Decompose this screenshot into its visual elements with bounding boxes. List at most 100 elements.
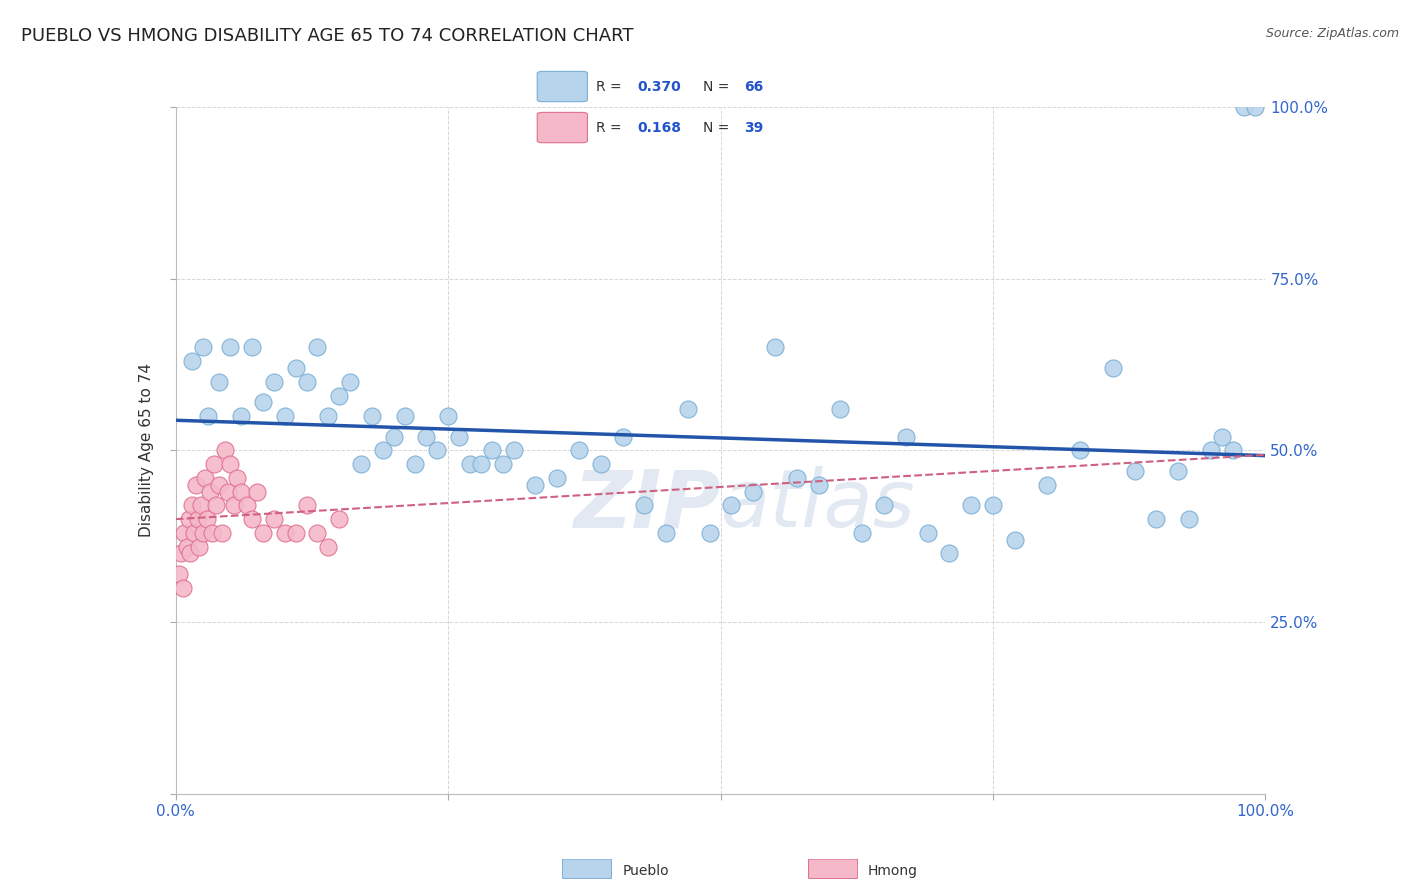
Point (181, 354, 204, 368)
Point (307, 340, 329, 354)
Point (328, 512, 350, 526)
Point (202, 457, 225, 471)
Point (197, 409, 219, 424)
Point (205, 499, 228, 513)
Point (217, 484, 239, 499)
Point (699, 525, 721, 540)
Point (350, 457, 373, 471)
Point (176, 540, 198, 554)
Text: atlas: atlas (721, 467, 915, 544)
Point (231, 484, 253, 499)
Point (873, 499, 896, 513)
Point (426, 443, 449, 458)
Point (851, 525, 873, 540)
Point (318, 409, 340, 424)
Point (458, 457, 481, 471)
Point (1102, 361, 1125, 376)
Point (225, 471, 247, 485)
Point (274, 525, 297, 540)
Point (194, 471, 217, 485)
Text: Hmong: Hmong (868, 864, 918, 879)
Point (328, 388, 350, 402)
Point (371, 443, 394, 458)
Point (284, 361, 307, 376)
Point (201, 525, 224, 540)
Point (263, 512, 285, 526)
Point (240, 340, 263, 354)
Point (502, 443, 524, 458)
Point (361, 409, 384, 424)
FancyBboxPatch shape (562, 859, 612, 879)
Y-axis label: Disability Age 65 to 74: Disability Age 65 to 74 (139, 363, 155, 538)
Text: N =: N = (703, 120, 734, 135)
Point (191, 525, 214, 540)
Point (170, 546, 193, 561)
Point (437, 409, 460, 424)
Text: 39: 39 (744, 120, 763, 135)
Point (211, 525, 233, 540)
Text: Pueblo: Pueblo (623, 864, 669, 879)
Point (1146, 512, 1168, 526)
Point (568, 443, 591, 458)
Point (1123, 464, 1146, 478)
Point (252, 395, 274, 409)
Point (981, 499, 1004, 513)
Point (240, 512, 263, 526)
Point (470, 457, 492, 471)
Point (589, 457, 612, 471)
Point (183, 525, 205, 540)
Point (246, 484, 269, 499)
Point (1222, 443, 1244, 458)
FancyBboxPatch shape (537, 71, 588, 102)
Point (181, 499, 204, 513)
Point (219, 340, 242, 354)
Point (447, 430, 470, 444)
Point (231, 409, 253, 424)
Point (786, 471, 808, 485)
Point (1233, 100, 1256, 114)
Text: 0.370: 0.370 (638, 79, 682, 94)
Point (633, 499, 655, 513)
Point (1178, 512, 1201, 526)
Point (742, 484, 765, 499)
Point (339, 375, 361, 389)
Point (263, 375, 285, 389)
Point (222, 499, 245, 513)
Point (655, 525, 678, 540)
Point (295, 499, 318, 513)
Point (830, 402, 852, 417)
Point (382, 430, 405, 444)
Point (1167, 464, 1189, 478)
Point (191, 340, 214, 354)
Point (676, 402, 699, 417)
Point (252, 525, 274, 540)
Point (195, 512, 218, 526)
Text: Source: ZipAtlas.com: Source: ZipAtlas.com (1265, 27, 1399, 40)
Point (415, 430, 437, 444)
Text: N =: N = (703, 79, 734, 94)
Point (179, 546, 201, 561)
Point (960, 499, 983, 513)
Point (219, 457, 242, 471)
Text: 0.168: 0.168 (638, 120, 682, 135)
Point (405, 457, 427, 471)
Point (187, 540, 209, 554)
Point (172, 581, 194, 595)
Point (1211, 430, 1233, 444)
Point (177, 512, 200, 526)
Point (295, 375, 318, 389)
Point (173, 525, 195, 540)
Point (235, 499, 257, 513)
Point (807, 478, 830, 492)
Text: 66: 66 (744, 79, 763, 94)
Point (190, 499, 212, 513)
Point (481, 443, 503, 458)
Point (1199, 443, 1222, 458)
Text: R =: R = (596, 120, 626, 135)
Point (186, 512, 209, 526)
Point (763, 340, 786, 354)
Point (938, 546, 960, 561)
Point (612, 430, 634, 444)
Text: R =: R = (596, 79, 626, 94)
Point (318, 540, 340, 554)
